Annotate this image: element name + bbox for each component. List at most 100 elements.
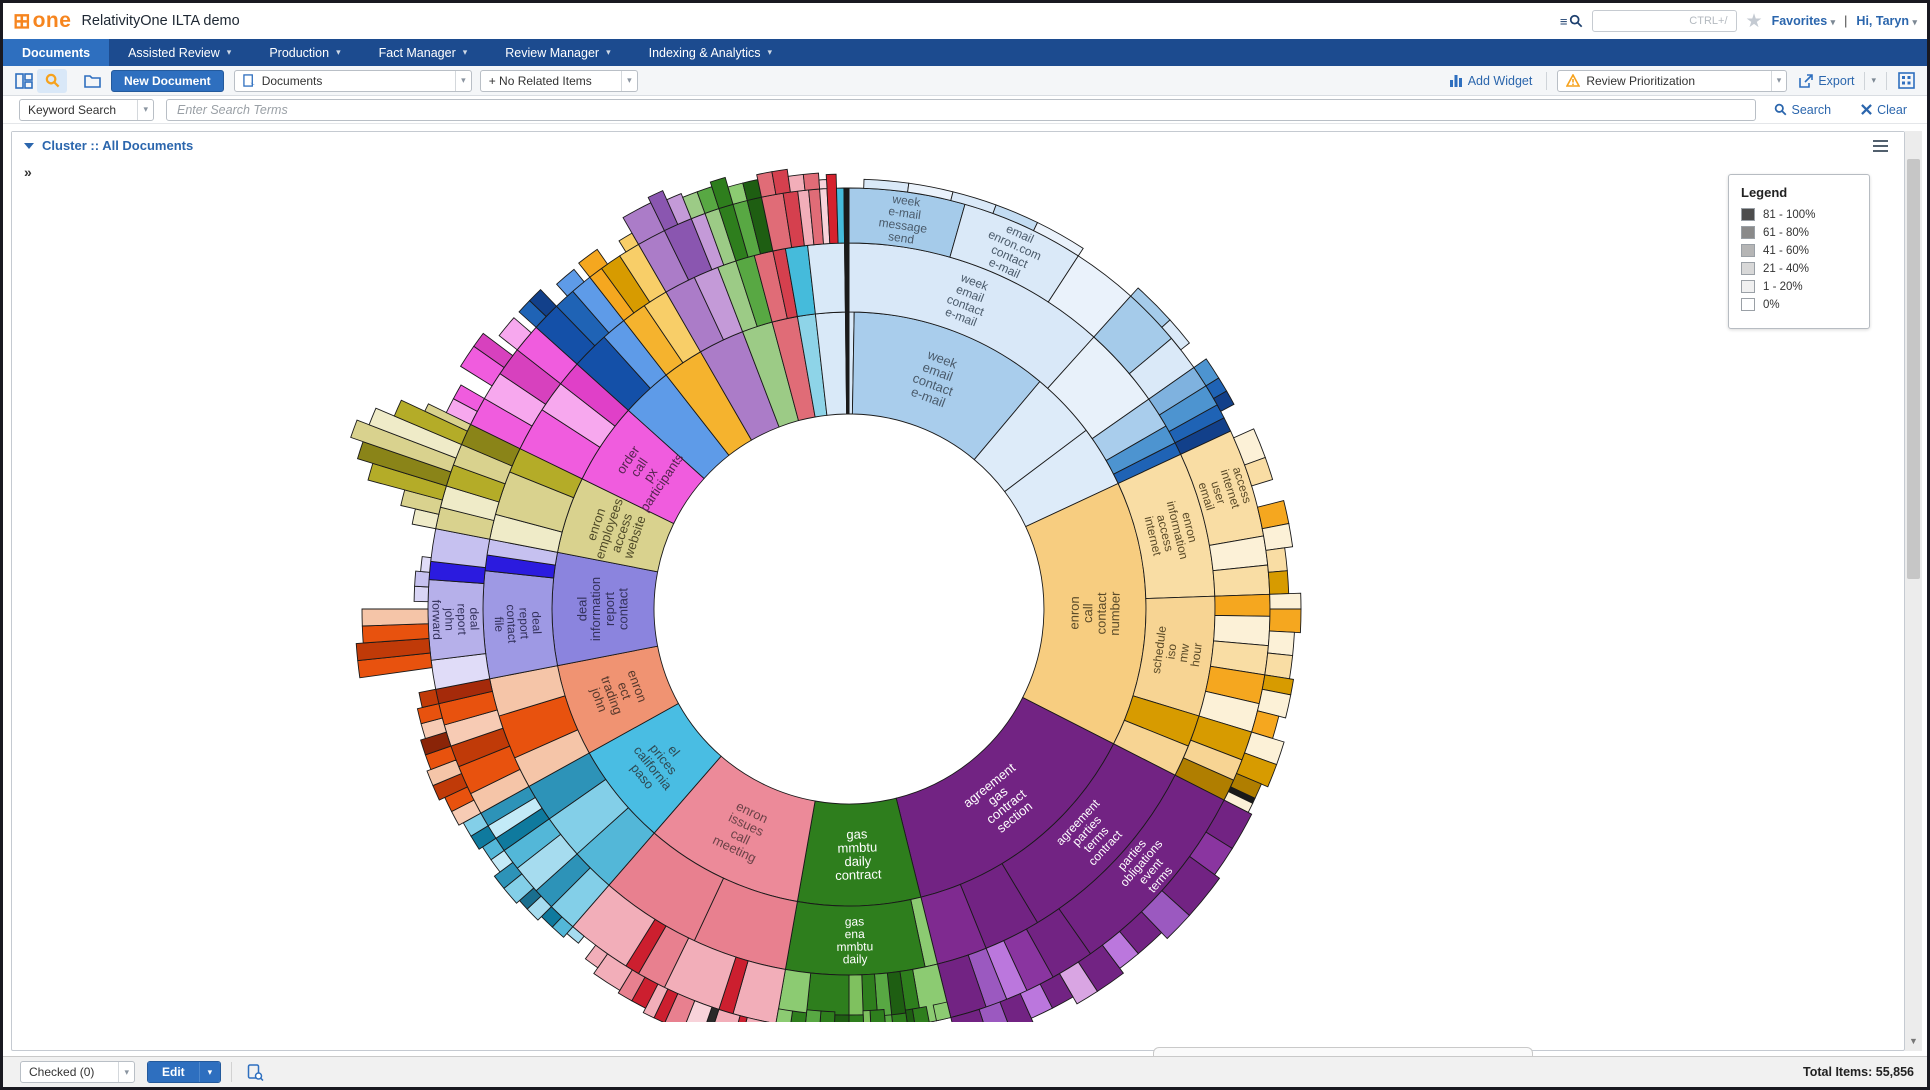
- export-button[interactable]: Export: [1791, 74, 1862, 88]
- cluster-segment[interactable]: [787, 173, 806, 193]
- user-menu[interactable]: Hi, Taryn ▾: [1856, 14, 1917, 28]
- cluster-label: dealinformationreportcontact: [575, 577, 631, 641]
- cluster-segment[interactable]: [1161, 319, 1191, 351]
- expand-pane-chevrons[interactable]: »: [24, 164, 32, 180]
- cluster-segment[interactable]: [805, 1009, 822, 1022]
- cluster-segment[interactable]: [911, 1006, 930, 1022]
- cluster-segment[interactable]: [862, 1009, 872, 1022]
- favorites-star-icon[interactable]: ★: [1745, 10, 1763, 32]
- cluster-segment[interactable]: [848, 1014, 864, 1022]
- scrollbar-down-arrow[interactable]: ▼: [1909, 1036, 1918, 1046]
- tab-indexing-analytics[interactable]: Indexing & Analytics ▾: [648, 45, 772, 60]
- export-icon: [1799, 73, 1814, 88]
- cluster-segment[interactable]: [1244, 456, 1274, 487]
- add-widget-button[interactable]: Add Widget: [1441, 74, 1541, 88]
- tab-assisted-review[interactable]: Assisted Review ▾: [128, 45, 232, 60]
- cluster-segment[interactable]: [1261, 522, 1294, 551]
- cluster-segment[interactable]: [834, 1014, 850, 1022]
- chevron-down-icon: ▾: [621, 70, 637, 91]
- edit-button[interactable]: Edit: [148, 1062, 199, 1082]
- cluster-segment[interactable]: [361, 608, 429, 627]
- scrollbar-thumb[interactable]: [1907, 159, 1920, 579]
- export-options-chevron[interactable]: ▾: [1867, 75, 1880, 86]
- cluster-segment[interactable]: [1269, 592, 1302, 610]
- legend-label: 0%: [1763, 298, 1780, 311]
- cluster-segment[interactable]: [802, 172, 821, 191]
- cluster-segment[interactable]: [420, 556, 432, 573]
- search-icon: [1774, 103, 1786, 116]
- edit-split-button[interactable]: Edit ▾: [147, 1061, 222, 1083]
- cluster-panel-header[interactable]: Cluster :: All Documents: [12, 132, 1904, 159]
- cluster-segment[interactable]: [584, 944, 609, 969]
- cluster-segment[interactable]: [1214, 593, 1271, 617]
- search-button[interactable]: Search: [1766, 103, 1840, 117]
- preview-document-icon[interactable]: [242, 1060, 268, 1084]
- layout-view-icon[interactable]: [11, 69, 37, 93]
- search-input[interactable]: [166, 98, 1756, 121]
- cluster-segment[interactable]: [1267, 630, 1295, 657]
- cluster-segment[interactable]: [932, 1001, 952, 1022]
- cluster-segment[interactable]: [843, 187, 850, 244]
- cluster-segment[interactable]: [1268, 608, 1302, 634]
- chevron-down-icon: ▾: [462, 47, 468, 57]
- search-panel-toggle-icon[interactable]: [37, 68, 67, 93]
- cluster-segment[interactable]: [1212, 564, 1271, 597]
- related-items-selector[interactable]: + No Related Items ▾: [479, 69, 638, 92]
- cluster-segment[interactable]: [578, 248, 609, 278]
- cluster-segment[interactable]: [1265, 547, 1288, 573]
- collapse-triangle-icon[interactable]: [24, 142, 34, 149]
- cluster-segment[interactable]: [818, 179, 828, 190]
- legend-item: 1 - 20%: [1741, 280, 1857, 293]
- cluster-segment[interactable]: [844, 242, 850, 313]
- edit-options-chevron[interactable]: ▾: [198, 1062, 221, 1082]
- cluster-panel-title: Cluster :: All Documents: [42, 138, 194, 153]
- panel-menu-icon[interactable]: [1869, 136, 1892, 156]
- cluster-segment[interactable]: [884, 1014, 893, 1022]
- cluster-segment[interactable]: [869, 1009, 886, 1023]
- cluster-segment[interactable]: [1213, 614, 1271, 647]
- cluster-segment[interactable]: [452, 384, 486, 413]
- new-document-button[interactable]: New Document: [111, 69, 224, 92]
- widget-selector[interactable]: Review Prioritization ▾: [1557, 69, 1788, 92]
- favorites-menu[interactable]: Favorites ▾: [1771, 14, 1836, 28]
- tab-fact-manager[interactable]: Fact Manager ▾: [378, 45, 468, 60]
- search-icon: [1569, 14, 1582, 28]
- cluster-segment[interactable]: [413, 585, 430, 603]
- cluster-sunburst-chart[interactable]: weekemailcontacte-mailenroncallcontactnu…: [12, 132, 1904, 1022]
- cluster-segment[interactable]: [891, 1012, 908, 1022]
- screen-layout-icon[interactable]: [1893, 69, 1919, 93]
- tab-documents[interactable]: Documents: [3, 39, 110, 66]
- quick-nav-input[interactable]: [1591, 10, 1737, 32]
- cluster-segment[interactable]: [836, 187, 845, 244]
- tab-review-manager[interactable]: Review Manager ▾: [505, 45, 611, 60]
- cluster-label: enroninformationaccessinternet: [1139, 497, 1203, 567]
- cluster-segment[interactable]: [1212, 390, 1235, 413]
- legend-title: Legend: [1741, 185, 1788, 200]
- tab-production[interactable]: Production ▾: [269, 45, 341, 60]
- cluster-segment[interactable]: [819, 1010, 836, 1022]
- checked-items-selector[interactable]: Checked (0) ▾: [20, 1061, 135, 1083]
- cluster-segment[interactable]: [904, 1008, 915, 1022]
- cluster-segment[interactable]: [528, 288, 558, 318]
- cluster-segment[interactable]: [1033, 221, 1084, 257]
- divider: |: [1844, 14, 1848, 28]
- cluster-segment[interactable]: [790, 1010, 808, 1022]
- view-selector[interactable]: Documents ▾: [233, 69, 472, 92]
- folder-browser-icon[interactable]: [79, 69, 105, 93]
- document-toolbar: New Document Documents ▾ + No Related It…: [3, 66, 1927, 96]
- cluster-segment[interactable]: [418, 688, 440, 709]
- warning-icon: [1566, 74, 1581, 87]
- search-mode-selector[interactable]: Keyword Search ▾: [19, 98, 154, 121]
- clear-button[interactable]: Clear: [1853, 103, 1915, 117]
- chevron-down-icon: ▾: [1830, 17, 1836, 27]
- cluster-segment[interactable]: [1267, 570, 1290, 595]
- cluster-segment[interactable]: [414, 570, 431, 588]
- quick-nav-icon[interactable]: ≡: [1560, 14, 1583, 29]
- cluster-segment[interactable]: [555, 268, 585, 297]
- cluster-segment[interactable]: [775, 1008, 794, 1022]
- cluster-segment[interactable]: [473, 332, 514, 369]
- cluster-segment[interactable]: [1264, 652, 1294, 680]
- cluster-segment[interactable]: [498, 317, 532, 351]
- vertical-scrollbar[interactable]: ▼: [1905, 131, 1922, 1051]
